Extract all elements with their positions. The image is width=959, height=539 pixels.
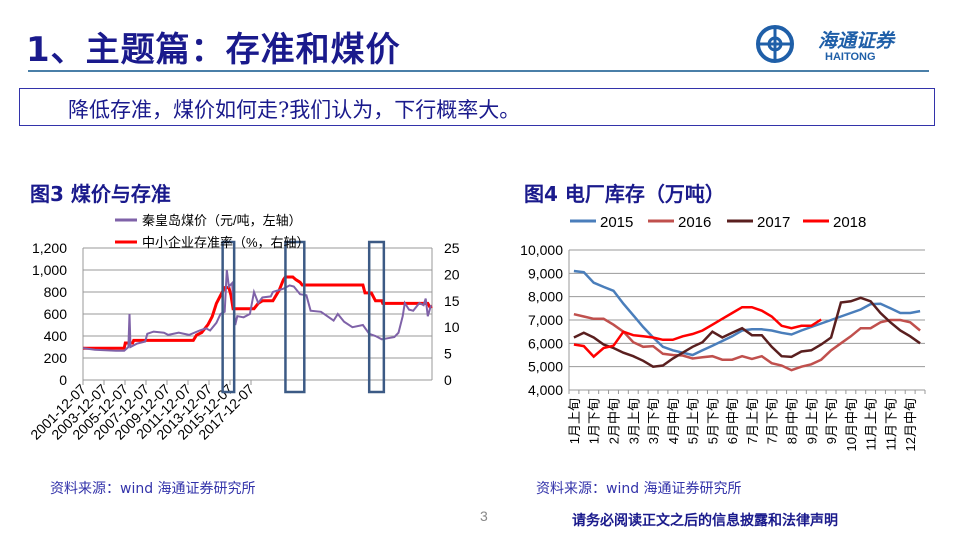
x-tick-label: 12月中旬 (903, 398, 918, 451)
y-tick-label: 6,000 (528, 335, 563, 351)
logo-text-en: HAITONG (825, 51, 876, 63)
series-line-2015 (573, 269, 921, 357)
legend-label-2015: 2015 (600, 214, 633, 231)
x-tick-label: 2月中旬 (607, 398, 622, 444)
chart3-title: 图3 煤价与存准 (30, 182, 171, 206)
highlight-box (284, 240, 306, 394)
chart4-title: 图4 电厂库存（万吨） (524, 182, 725, 206)
header-divider (28, 70, 929, 72)
x-tick-label: 5月下旬 (705, 398, 720, 444)
x-tick-label: 5月上旬 (686, 398, 701, 444)
x-tick-label: 8月中旬 (785, 398, 800, 444)
y-left-tick-label: 400 (44, 328, 68, 344)
x-tick-label: 7月下旬 (765, 398, 780, 444)
series-line-2018 (573, 305, 822, 359)
haitong-emblem-icon (756, 25, 794, 63)
highlight-box (367, 240, 386, 394)
x-tick-label: 11月下旬 (883, 398, 898, 451)
x-tick-label: 1月上旬 (567, 398, 582, 444)
legend-label-2018: 2018 (833, 214, 866, 231)
y-right-tick-label: 25 (444, 240, 460, 256)
page-title: 1、主题篇：存准和煤价 (26, 30, 401, 70)
y-left-tick-label: 600 (44, 306, 68, 322)
logo-text-cn: 海通证券 (818, 30, 895, 52)
chart3-source: 资料来源：wind 海通证券研究所 (50, 481, 256, 497)
y-left-tick-label: 200 (44, 350, 68, 366)
y-tick-label: 5,000 (528, 359, 563, 375)
highlight-box (221, 240, 236, 394)
y-tick-label: 8,000 (528, 289, 563, 305)
x-tick-label: 3月上旬 (626, 398, 641, 444)
x-tick-label: 6月中旬 (725, 398, 740, 444)
y-left-tick-label: 0 (59, 372, 67, 388)
inventory-chart: 4,000 5,000 6,000 7,000 8,000 9,000 10,000 1月上旬… (520, 214, 926, 451)
series-line-2017 (573, 296, 921, 368)
legend-label-2017: 2017 (757, 214, 790, 231)
y-tick-label: 9,000 (528, 265, 563, 281)
y-right-tick-label: 5 (444, 346, 452, 362)
legend-label-coal: 秦皇岛煤价（元/吨，左轴） (142, 213, 302, 228)
x-tick-label: 3月下旬 (646, 398, 661, 444)
x-tick-label: 4月中旬 (666, 398, 681, 444)
x-tick-label: 9月上旬 (804, 398, 819, 444)
legend-label-2016: 2016 (678, 214, 711, 231)
y-left-tick-label: 800 (44, 284, 68, 300)
haitong-logo: 海通证券 HAITONG (755, 24, 925, 64)
disclaimer: 请务必阅读正文之后的信息披露和法律声明 (572, 513, 838, 529)
y-left-tick-label: 1,200 (32, 240, 67, 256)
y-tick-label: 7,000 (528, 312, 563, 328)
y-tick-label: 10,000 (520, 242, 563, 258)
series-line-2016 (573, 312, 921, 372)
chart4-source: 资料来源：wind 海通证券研究所 (536, 481, 742, 497)
y-tick-label: 4,000 (528, 382, 563, 398)
rrr-series-line (83, 275, 433, 350)
coal-rrr-chart: 02004006008001,0001,20005101520252001-12… (27, 213, 460, 443)
summary-text: 降低存准，煤价如何走?我们认为，下行概率大。 (68, 98, 521, 122)
legend-label-rrr: 中小企业存准率（%，右轴） (142, 235, 310, 250)
summary-box: 降低存准，煤价如何走?我们认为，下行概率大。 (19, 88, 935, 126)
y-right-tick-label: 20 (444, 266, 460, 282)
x-tick-label: 9月下旬 (824, 398, 839, 444)
page-number: 3 (480, 508, 488, 524)
coal-price-series-line (82, 269, 432, 352)
y-right-tick-label: 15 (444, 293, 460, 309)
x-tick-label: 10月中旬 (844, 398, 859, 451)
y-left-tick-label: 1,000 (32, 262, 67, 278)
y-right-tick-label: 10 (444, 319, 460, 335)
x-tick-label: 7月上旬 (745, 398, 760, 444)
x-tick-label: 11月上旬 (864, 398, 879, 451)
x-tick-label: 1月下旬 (587, 398, 602, 444)
y-right-tick-label: 0 (444, 372, 452, 388)
